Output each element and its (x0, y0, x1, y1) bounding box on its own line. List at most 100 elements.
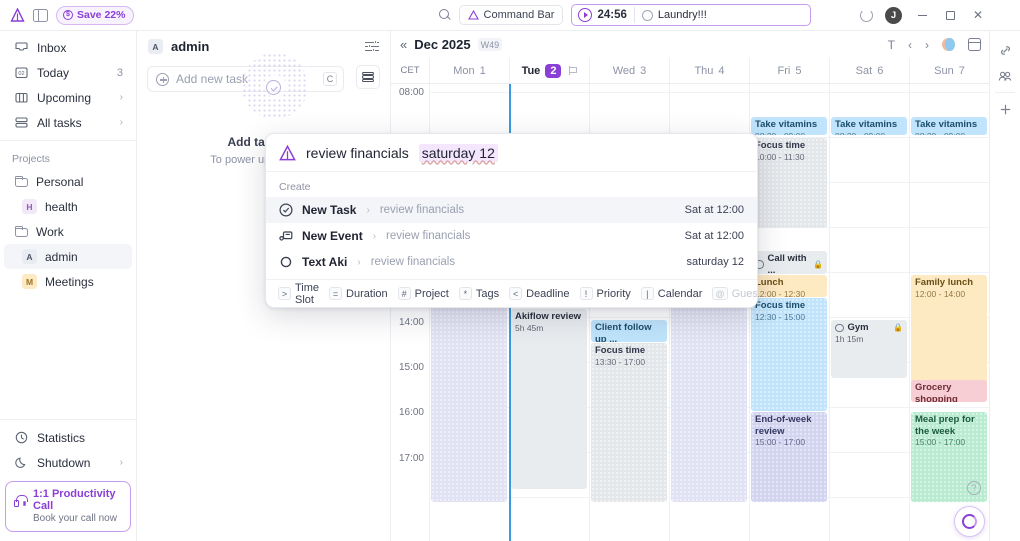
shortcut-chip-time-slot[interactable]: > Time Slot (273, 282, 324, 306)
day-column[interactable]: 12:30 - 17:00 (669, 84, 749, 541)
command-bar-modal[interactable]: review financials saturday 12 Create New… (265, 133, 758, 308)
save-discount-button[interactable]: $ Save 22% (56, 5, 135, 25)
calendar-event[interactable]: Focus time 10:00 - 11:30 (751, 138, 827, 228)
command-bar-button[interactable]: Command Bar (458, 5, 564, 25)
modal-option-new-task[interactable]: New Task › review financials Sat at 12:0… (266, 197, 757, 223)
toggle-panel-icon[interactable] (33, 8, 48, 22)
day-header-wed[interactable]: Wed 3 (589, 58, 669, 83)
calendar-event[interactable]: Take vitamins08:30 - 09:00 (751, 117, 827, 135)
calendar-event[interactable]: Family lunch 12:00 - 14:00 (911, 275, 987, 388)
calendar-event[interactable]: Call with ...🔒30m (751, 251, 827, 274)
sidebar-item-label: Inbox (37, 40, 67, 55)
time-label: 14:00 (398, 317, 424, 328)
today-button[interactable]: T (887, 37, 895, 52)
link-icon[interactable] (990, 37, 1020, 63)
sidebar-project-health[interactable]: H health (4, 194, 132, 219)
sidebar-project-personal[interactable]: Personal (4, 169, 132, 194)
shortcut-chip-guest[interactable]: @ Guest (707, 287, 757, 300)
plus-icon[interactable] (990, 96, 1020, 122)
shortcut-chip-deadline[interactable]: < Deadline (504, 287, 574, 300)
sidebar-project-meetings[interactable]: M Meetings (4, 269, 132, 294)
shortcut-chip-duration[interactable]: = Duration (324, 287, 393, 300)
theme-toggle-icon[interactable] (942, 38, 955, 51)
sidebar-item-label: Shutdown (37, 455, 91, 470)
task-checkbox[interactable] (641, 9, 653, 21)
calendar-event[interactable]: Client follow up ...13:00 - 13:30 (591, 320, 667, 342)
task-panel-header: A admin (137, 31, 390, 62)
sidebar-item-inbox[interactable]: Inbox (4, 35, 132, 60)
shortcut-label: Tags (475, 287, 500, 300)
calendar-event[interactable]: 12:30 - 17:00 (671, 298, 747, 502)
maximize-button[interactable] (942, 7, 958, 23)
sidebar-project-work[interactable]: Work (4, 219, 132, 244)
day-column[interactable]: Take vitamins08:30 - 09:00 Focus time10:0… (749, 84, 829, 541)
hour-gridline (510, 92, 589, 93)
help-icon[interactable]: ? (967, 481, 981, 495)
calendar-event[interactable]: Take vitamins08:30 - 09:00 (831, 117, 907, 135)
next-week-button[interactable]: › (925, 37, 929, 52)
search-icon[interactable] (438, 9, 451, 21)
calendar-event[interactable]: Lunch 12:00 - 12:30 (751, 275, 827, 297)
sidebar-item-statistics[interactable]: Statistics (4, 425, 132, 450)
hour-gridline (750, 92, 829, 93)
day-header-sun[interactable]: Sun 7 (909, 58, 989, 83)
plus-circle-icon (156, 72, 169, 86)
sidebar-item-today[interactable]: 02 Today 3 (4, 60, 132, 85)
day-header-mon[interactable]: Mon 1 (429, 58, 509, 83)
day-column[interactable]: Akiflow review 5h 45m (509, 84, 589, 541)
shortcut-chip-calendar[interactable]: | Calendar (636, 287, 708, 300)
day-header-tue[interactable]: Tue 2 (509, 58, 589, 83)
shortcut-chip-project[interactable]: # Project (393, 287, 454, 300)
productivity-call-promo[interactable]: 1:1 Productivity Call Book your call now (5, 481, 131, 532)
timer-widget[interactable]: 24:56 Laundry!!! (571, 4, 812, 26)
calendar-event[interactable]: Focus time 12:30 - 15:00 (751, 298, 827, 411)
hour-gridline (830, 407, 909, 408)
minimize-button[interactable] (914, 7, 930, 23)
sidebar-bottom: Statistics Shutdown › 1:1 Productivity C… (0, 414, 136, 541)
day-header-thu[interactable]: Thu 4 (669, 58, 749, 83)
calendar-event[interactable]: End-of-week review 15:00 - 17:00 (751, 412, 827, 502)
folder-icon (15, 176, 28, 187)
sidebar-item-label: Upcoming (37, 90, 92, 105)
day-number: 3 (640, 64, 647, 77)
day-column[interactable]: Take vitamins08:30 - 09:00 Gym 🔒 1h 15m (829, 84, 909, 541)
calendar-event[interactable]: Focus time 13:30 - 17:00 (591, 343, 667, 502)
calendar-settings-icon[interactable] (968, 38, 981, 51)
modal-input-row[interactable]: review financials saturday 12 (266, 134, 757, 172)
day-number: 5 (795, 64, 802, 77)
ai-assistant-button[interactable] (954, 506, 985, 537)
modal-option-text-aki[interactable]: Text Aki › review financials saturday 12 (266, 249, 757, 275)
close-button[interactable]: ✕ (972, 8, 984, 22)
calendar-event[interactable]: Akiflow review 5h 45m (511, 309, 587, 489)
sidebar-project-label: Work (36, 224, 64, 239)
modal-option-new-event[interactable]: New Event › review financials Sat at 12:… (266, 223, 757, 249)
people-icon[interactable] (990, 63, 1020, 89)
calendar-event[interactable]: Take vitamins08:30 - 09:00 (911, 117, 987, 135)
event-time: 13:30 - 17:00 (595, 356, 646, 367)
stack-view-button[interactable] (356, 65, 380, 89)
day-header-sat[interactable]: Sat 6 (829, 58, 909, 83)
prev-week-button[interactable]: ‹ (908, 37, 912, 52)
sidebar-item-shutdown[interactable]: Shutdown › (4, 450, 132, 475)
day-name: Wed (612, 64, 636, 77)
collapse-left-icon[interactable]: « (400, 37, 408, 52)
sidebar-item-all-tasks[interactable]: All tasks › (4, 110, 132, 135)
avatar[interactable]: J (885, 6, 902, 24)
shortcut-chip-priority[interactable]: ! Priority (575, 287, 636, 300)
calendar-event[interactable]: Grocery shopping14:15 - 14:45 (911, 380, 987, 402)
play-icon[interactable] (578, 8, 593, 22)
modal-input-text: review financials (306, 144, 409, 161)
day-header-fri[interactable]: Fri 5 (749, 58, 829, 83)
sidebar-item-upcoming[interactable]: Upcoming › (4, 85, 132, 110)
calendar-event[interactable]: Gym 🔒 1h 15m (831, 320, 907, 378)
shortcut-chip-tags[interactable]: * Tags (454, 287, 504, 300)
sync-icon[interactable] (860, 8, 873, 22)
task-checkbox[interactable] (835, 323, 844, 333)
day-column[interactable]: Take vitamins08:30 - 09:00 Family lunch12… (909, 84, 989, 541)
calendar-event[interactable]: 12:30 - 17:00 (431, 298, 507, 502)
filter-sliders-icon[interactable] (365, 40, 379, 53)
sidebar-project-admin[interactable]: A admin (4, 244, 132, 269)
